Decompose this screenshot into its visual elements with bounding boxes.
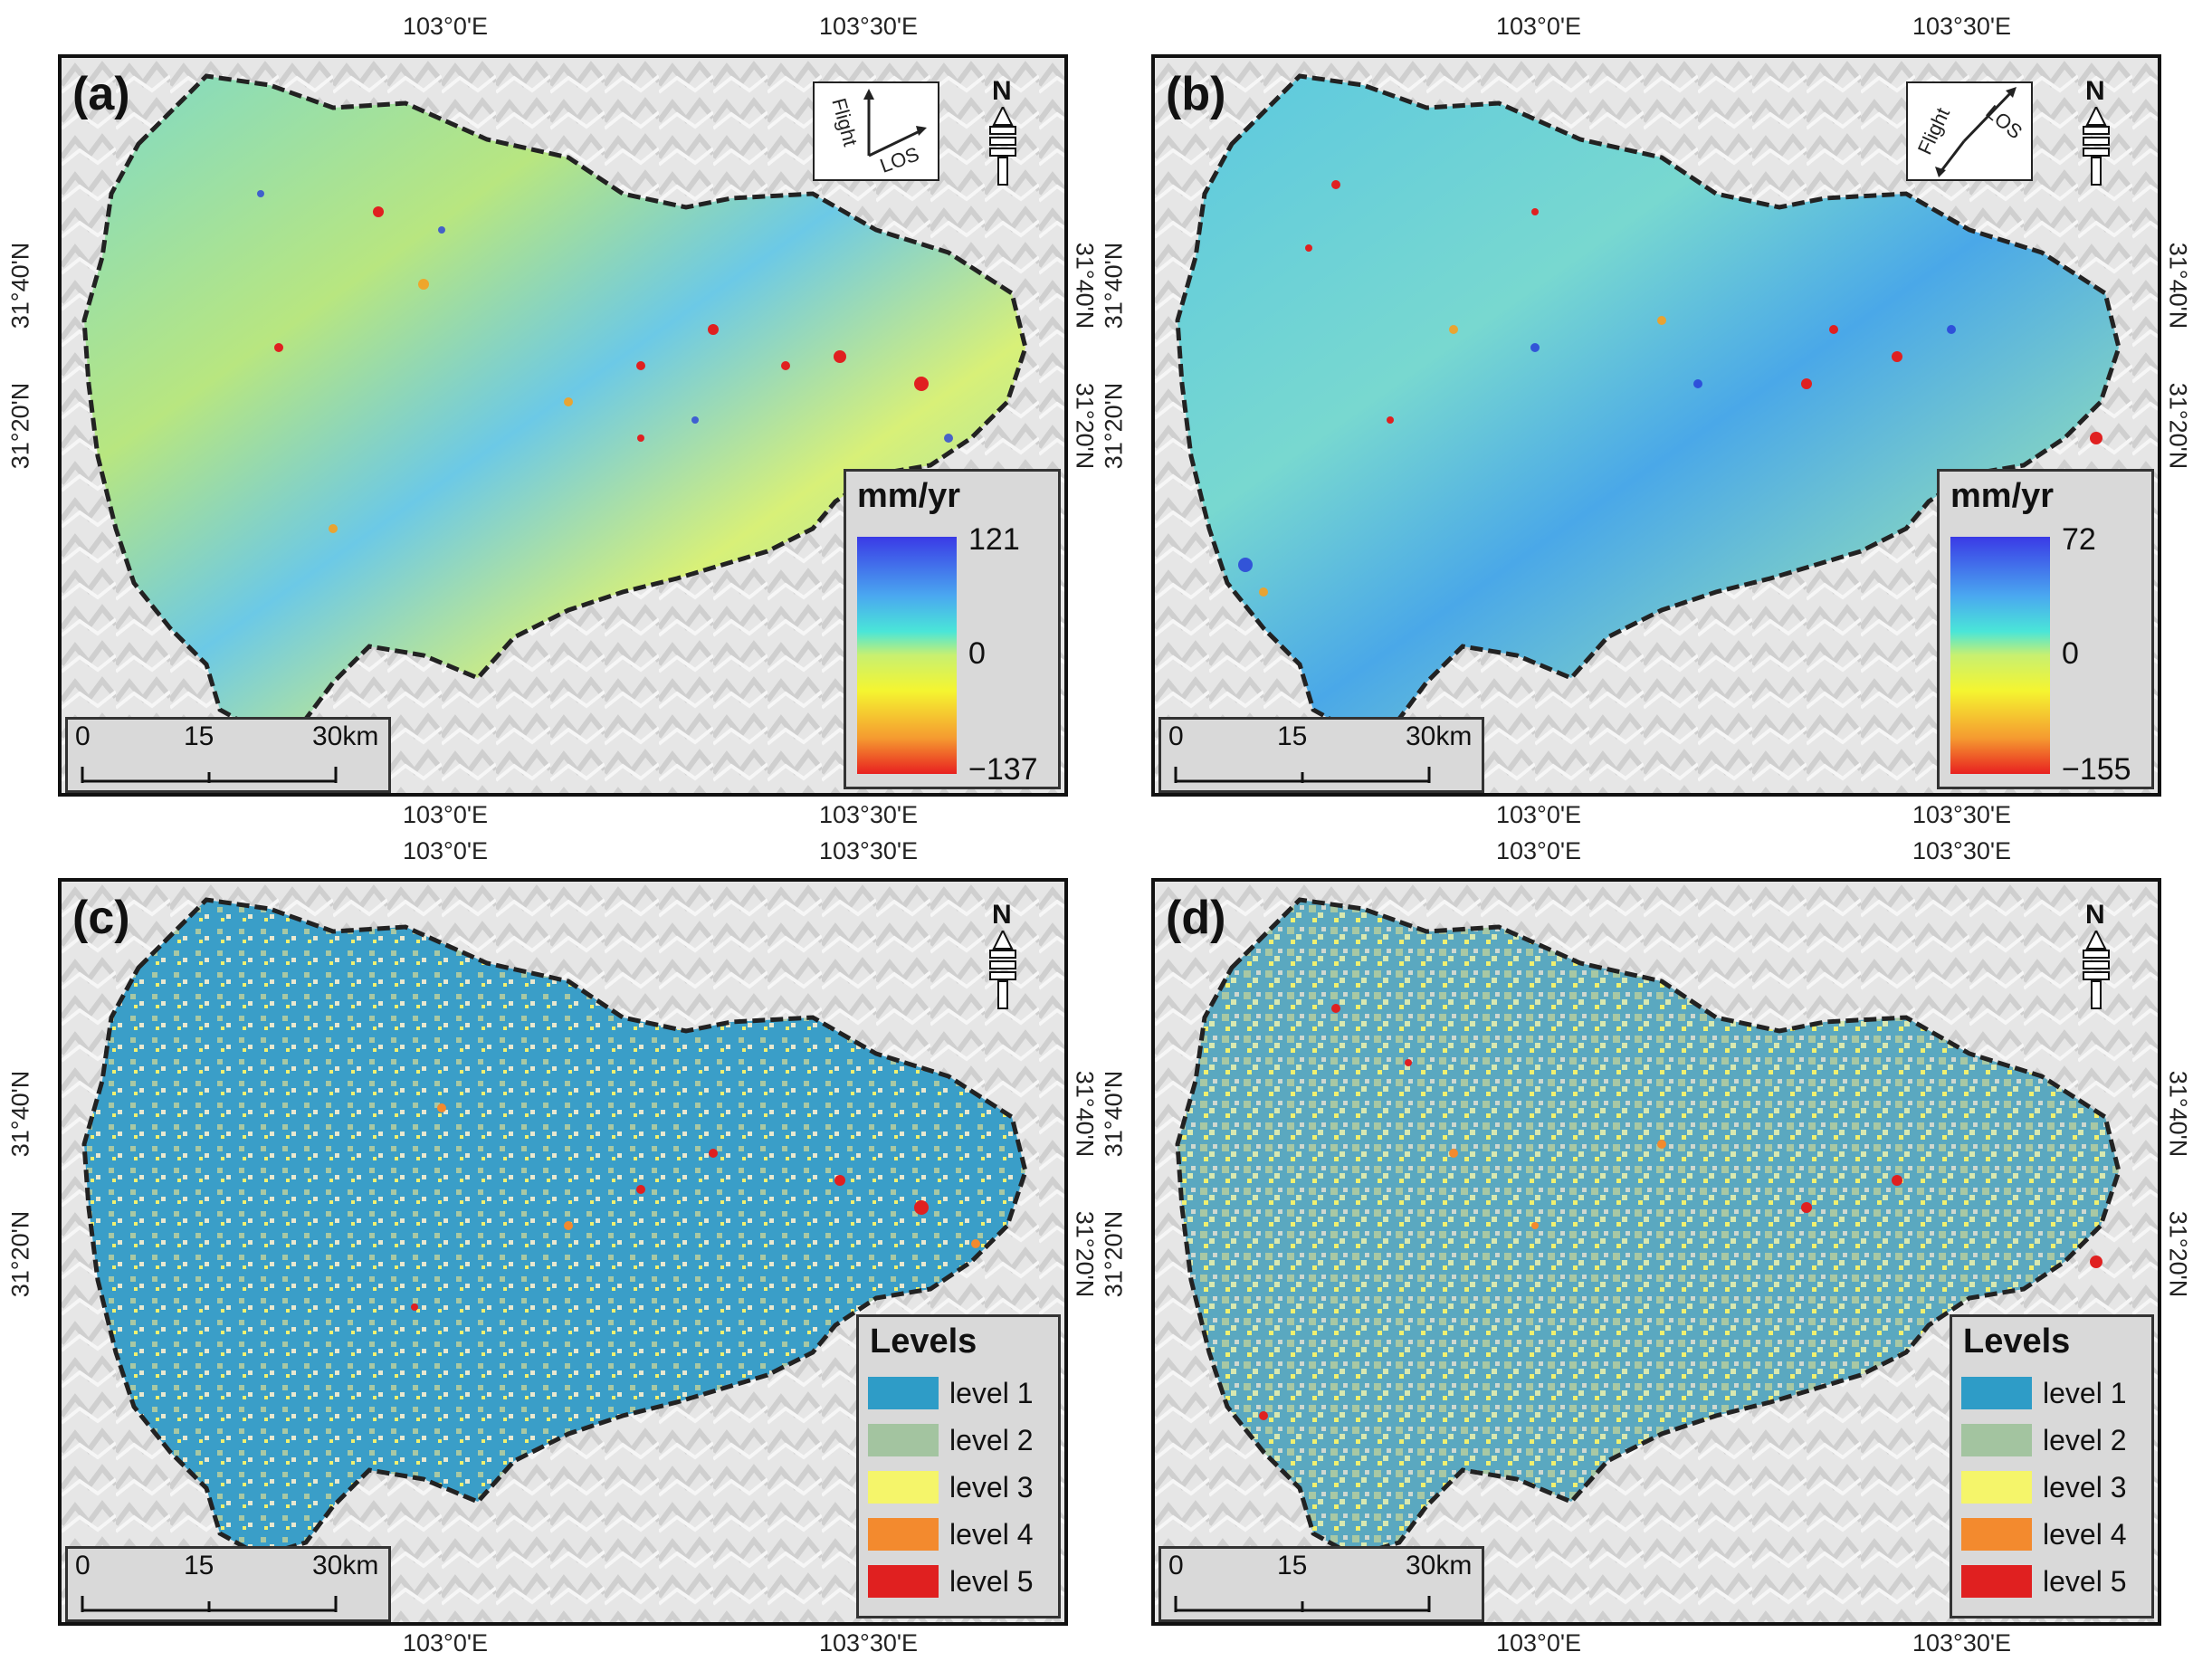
lon-label-top-right: 103°30'E (1912, 13, 2012, 40)
colorbar-mid: 0 (2062, 636, 2079, 671)
lon-label-top-left: 103°0'E (1496, 13, 1582, 40)
level-5-label: level 5 (949, 1565, 1034, 1598)
catchment-area-a (81, 73, 1028, 735)
lat-label-left-bottom: 31°20'N (1100, 1210, 1128, 1298)
lat-label-right-bottom: 31°20'N (1071, 382, 1099, 470)
north-arrow-icon: N (985, 76, 1021, 186)
lon-label-bottom-right: 103°30'E (1912, 801, 2012, 828)
scale-bar: 0 15 30km (65, 1546, 391, 1622)
lat-label-left-top: 31°40'N (1100, 242, 1128, 329)
panel-letter: (b) (1166, 68, 1226, 120)
lon-label-bottom-right: 103°30'E (1912, 1629, 2012, 1657)
level5-spots-d (1259, 1004, 2102, 1420)
lon-label-bottom-left: 103°0'E (1496, 1629, 1582, 1657)
level-1-label: level 1 (2043, 1377, 2127, 1409)
level-3-swatch (868, 1471, 939, 1504)
catchment-area-d (1175, 897, 2121, 1559)
map-frame-c: (c) N Levels level 1 level 2 level 3 lev… (58, 878, 1068, 1626)
velocity-legend: mm/yr 72 0 −155 (1937, 469, 2154, 789)
lon-label-top-left: 103°0'E (403, 13, 489, 40)
lon-label-top-right: 103°30'E (819, 13, 919, 40)
level5-spots-c (411, 1149, 929, 1311)
velocity-colorbar (1950, 537, 2050, 774)
lat-label-left-top: 31°40'N (6, 1070, 34, 1158)
velocity-colorbar (857, 537, 957, 774)
lat-label-right-bottom: 31°20'N (2164, 382, 2192, 470)
catchment-area-b (1175, 73, 2121, 735)
level-1-swatch (868, 1377, 939, 1409)
level-4-swatch (1961, 1518, 2032, 1551)
los-geometry-box: Flight LOS (813, 81, 939, 181)
level-5-swatch (868, 1565, 939, 1598)
level-1-label: level 1 (949, 1377, 1034, 1409)
los-geometry-box: Flight LOS (1906, 81, 2033, 181)
level-4-label: level 4 (949, 1518, 1034, 1551)
deformation-spots-b (1305, 180, 2102, 444)
lon-label-bottom-left: 103°0'E (403, 801, 489, 828)
lon-label-top-left: 103°0'E (1496, 837, 1582, 864)
north-arrow-icon: N (2078, 76, 2114, 186)
lon-label-bottom-right: 103°30'E (819, 1629, 919, 1657)
lat-label-right-top: 31°40'N (2164, 242, 2192, 329)
colorbar-min: −155 (2062, 752, 2131, 787)
catchment-area-c (81, 897, 1028, 1559)
panel-letter: (c) (72, 892, 130, 944)
level-3-label: level 3 (2043, 1471, 2127, 1504)
scale-bar: 0 15 30km (1158, 1546, 1484, 1622)
level-2-label: level 2 (2043, 1424, 2127, 1456)
panel-letter: (d) (1166, 892, 1226, 944)
legend-title: Levels (870, 1322, 977, 1361)
lat-label-right-top: 31°40'N (1071, 1070, 1099, 1158)
lat-label-left-bottom: 31°20'N (6, 1210, 34, 1298)
level-2-swatch (868, 1424, 939, 1456)
level-5-swatch (1961, 1565, 2032, 1598)
level-4-swatch (868, 1518, 939, 1551)
lon-label-bottom-left: 103°0'E (1496, 801, 1582, 828)
colorbar-max: 121 (968, 522, 1020, 557)
lat-label-left-bottom: 31°20'N (1100, 382, 1128, 470)
lon-label-top-left: 103°0'E (403, 837, 489, 864)
level-2-swatch (1961, 1424, 2032, 1456)
panel-letter: (a) (72, 68, 130, 120)
map-frame-b: (b) Flight LOS N mm/yr 72 (1151, 54, 2161, 797)
scale-bar: 0 15 30km (65, 717, 391, 793)
lat-label-right-bottom: 31°20'N (2164, 1210, 2192, 1298)
deformation-spots-a (274, 206, 929, 442)
legend-title: Levels (1963, 1322, 2071, 1361)
level-2-label: level 2 (949, 1424, 1034, 1456)
level-3-swatch (1961, 1471, 2032, 1504)
colorbar-min: −137 (968, 752, 1038, 787)
map-svg-a (62, 58, 1064, 793)
level-1-swatch (1961, 1377, 2032, 1409)
level-3-label: level 3 (949, 1471, 1034, 1504)
colorbar-mid: 0 (968, 636, 986, 671)
north-arrow-icon: N (985, 900, 1021, 1009)
levels-legend: Levels level 1 level 2 level 3 level 4 l… (856, 1314, 1061, 1618)
lon-label-top-right: 103°30'E (1912, 837, 2012, 864)
legend-title: mm/yr (857, 477, 961, 515)
lon-label-bottom-right: 103°30'E (819, 801, 919, 828)
levels-legend: Levels level 1 level 2 level 3 level 4 l… (1950, 1314, 2154, 1618)
lon-label-top-right: 103°30'E (819, 837, 919, 864)
lat-label-right-top: 31°40'N (1071, 242, 1099, 329)
legend-title: mm/yr (1950, 477, 2055, 515)
lat-label-left-bottom: 31°20'N (6, 382, 34, 470)
scale-bar: 0 15 30km (1158, 717, 1484, 793)
level-4-label: level 4 (2043, 1518, 2127, 1551)
lat-label-right-bottom: 31°20'N (1071, 1210, 1099, 1298)
lon-label-bottom-left: 103°0'E (403, 1629, 489, 1657)
colorbar-max: 72 (2062, 522, 2096, 557)
north-arrow-icon: N (2078, 900, 2114, 1009)
map-svg-c (62, 882, 1064, 1622)
lat-label-left-top: 31°40'N (1100, 1070, 1128, 1158)
map-frame-a: (a) Flight LOS N mm/yr 121 (58, 54, 1068, 797)
lat-label-left-top: 31°40'N (6, 242, 34, 329)
map-frame-d: (d) N Levels level 1 level 2 level 3 lev… (1151, 878, 2161, 1626)
level-5-label: level 5 (2043, 1565, 2127, 1598)
lat-label-right-top: 31°40'N (2164, 1070, 2192, 1158)
velocity-legend: mm/yr 121 0 −137 (844, 469, 1061, 789)
